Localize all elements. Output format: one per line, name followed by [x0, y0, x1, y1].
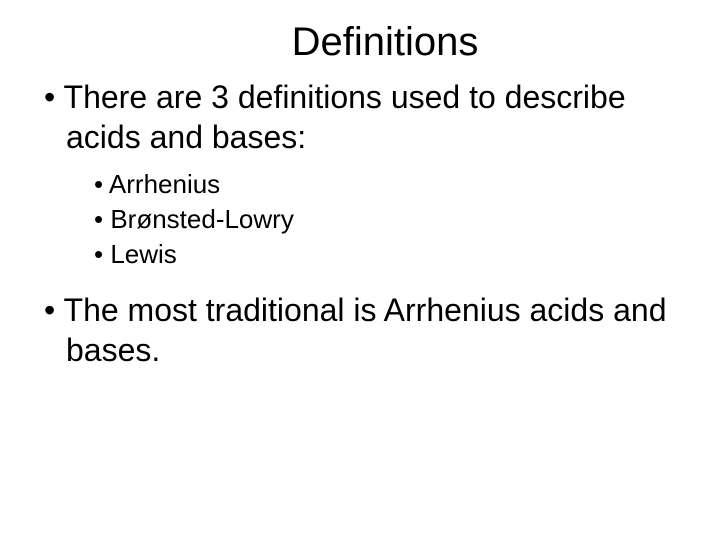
- main-bullet-2: The most traditional is Arrhenius acids …: [30, 290, 690, 370]
- sub-bullet-item: Lewis: [90, 237, 690, 272]
- sub-bullet-item: Arrhenius: [90, 167, 690, 202]
- sub-bullet-item: Brønsted-Lowry: [90, 202, 690, 237]
- sub-bullet-list: Arrhenius Brønsted-Lowry Lewis: [90, 167, 690, 272]
- main-bullet-1: There are 3 definitions used to describe…: [30, 77, 690, 157]
- slide-title: Definitions: [80, 20, 690, 65]
